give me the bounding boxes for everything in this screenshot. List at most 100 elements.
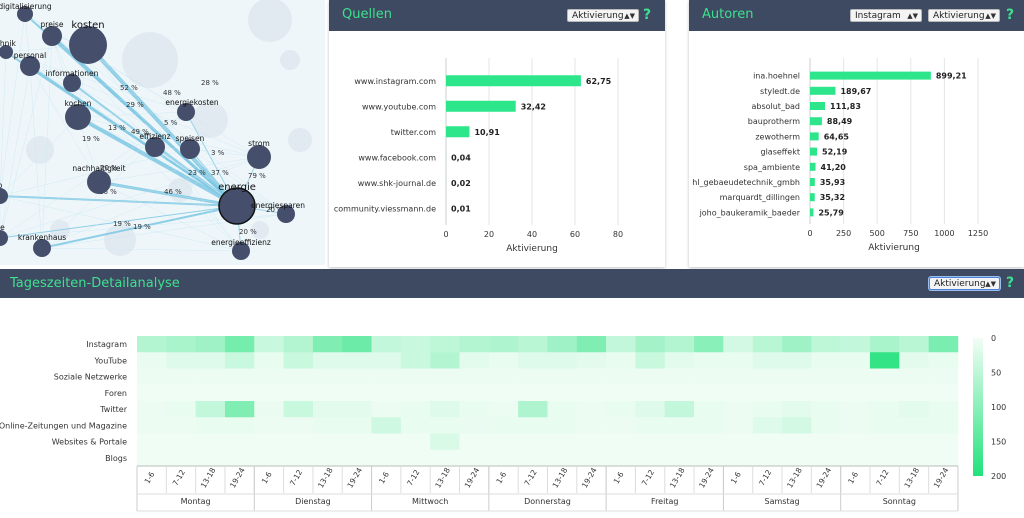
heatmap-cell[interactable] xyxy=(723,449,754,467)
heatmap-cell[interactable] xyxy=(811,433,841,451)
network-node-speisen[interactable]: speisen xyxy=(176,134,205,159)
heatmap-cell[interactable] xyxy=(400,368,431,386)
bar[interactable] xyxy=(810,71,931,80)
heatmap-cell[interactable] xyxy=(576,336,607,353)
heatmap-cell[interactable] xyxy=(752,417,783,434)
heatmap-cell[interactable] xyxy=(547,384,578,402)
heatmap-cell[interactable] xyxy=(694,401,724,418)
heatmap-cell[interactable] xyxy=(166,417,196,434)
help-icon[interactable]: ? xyxy=(1006,275,1015,291)
heatmap-cell[interactable] xyxy=(400,417,431,434)
heatmap-cell[interactable] xyxy=(840,336,871,353)
heatmap-cell[interactable] xyxy=(224,336,255,353)
heatmap-cell[interactable] xyxy=(928,449,959,467)
heatmap-cell[interactable] xyxy=(870,433,900,451)
heatmap-cell[interactable] xyxy=(312,384,343,402)
heatmap-cell[interactable] xyxy=(811,401,841,418)
heatmap-cell[interactable] xyxy=(371,352,402,369)
heatmap-cell[interactable] xyxy=(137,401,167,418)
heatmap-cell[interactable] xyxy=(371,336,402,353)
heatmap-cell[interactable] xyxy=(547,336,578,353)
network-node-energie[interactable]: energie xyxy=(218,182,256,225)
heatmap-cell[interactable] xyxy=(137,433,167,451)
bar[interactable] xyxy=(810,178,815,186)
bar[interactable] xyxy=(810,132,819,141)
heatmap-cell[interactable] xyxy=(195,352,226,369)
heatmap-cell[interactable] xyxy=(312,401,343,418)
heatmap-cell[interactable] xyxy=(635,401,666,418)
heatmap-cell[interactable] xyxy=(811,336,841,353)
heatmap-cell[interactable] xyxy=(870,401,900,418)
heatmap-cell[interactable] xyxy=(723,433,754,451)
heatmap-cell[interactable] xyxy=(694,336,724,353)
heatmap-cell[interactable] xyxy=(576,417,607,434)
autoren-source-select[interactable]: Instagram ▲▼ xyxy=(850,9,922,22)
heatmap-cell[interactable] xyxy=(312,449,343,467)
heatmap-cell[interactable] xyxy=(342,352,372,369)
heatmap-cell[interactable] xyxy=(782,449,812,467)
heatmap-cell[interactable] xyxy=(488,401,519,418)
heatmap-cell[interactable] xyxy=(899,384,929,402)
heatmap-cell[interactable] xyxy=(606,352,636,369)
heatmap-cell[interactable] xyxy=(811,352,841,369)
heatmap-cell[interactable] xyxy=(840,401,871,418)
bar[interactable] xyxy=(446,126,470,138)
heatmap-cell[interactable] xyxy=(664,336,695,353)
heatmap-cell[interactable] xyxy=(488,433,519,451)
heatmap-cell[interactable] xyxy=(518,401,548,418)
network-node-effizienz[interactable]: effizienz xyxy=(139,132,171,157)
heatmap-cell[interactable] xyxy=(195,384,226,402)
network-node-energieeffizienz[interactable]: energieeffizienz xyxy=(211,238,271,260)
bar[interactable] xyxy=(810,117,822,126)
heatmap-cell[interactable] xyxy=(840,368,871,386)
help-icon[interactable]: ? xyxy=(1006,7,1015,23)
heatmap-cell[interactable] xyxy=(694,352,724,369)
heatmap-cell[interactable] xyxy=(576,384,607,402)
network-node-energiesparen[interactable]: energiesparen xyxy=(251,201,305,223)
heatmap-cell[interactable] xyxy=(166,336,196,353)
heatmap-cell[interactable] xyxy=(224,352,255,369)
heatmap-cell[interactable] xyxy=(547,417,578,434)
heatmap-cell[interactable] xyxy=(723,368,754,386)
heatmap-cell[interactable] xyxy=(430,401,460,418)
heatmap-cell[interactable] xyxy=(371,384,402,402)
network-node-informationen[interactable]: informationen xyxy=(46,69,99,92)
heatmap-cell[interactable] xyxy=(166,368,196,386)
heatmap-cell[interactable] xyxy=(694,433,724,451)
heatmap-cell[interactable] xyxy=(694,417,724,434)
heatmap-cell[interactable] xyxy=(811,368,841,386)
heatmap-cell[interactable] xyxy=(664,384,695,402)
heatmap-cell[interactable] xyxy=(752,449,783,467)
heatmap-cell[interactable] xyxy=(694,449,724,467)
heatmap-cell[interactable] xyxy=(870,384,900,402)
heatmap-cell[interactable] xyxy=(576,433,607,451)
heatmap-cell[interactable] xyxy=(137,384,167,402)
heatmap-cell[interactable] xyxy=(635,449,666,467)
heatmap-cell[interactable] xyxy=(606,401,636,418)
heatmap-cell[interactable] xyxy=(312,417,343,434)
heatmap-cell[interactable] xyxy=(224,384,255,402)
heatmap-cell[interactable] xyxy=(899,352,929,369)
heatmap-cell[interactable] xyxy=(547,401,578,418)
heatmap-cell[interactable] xyxy=(752,433,783,451)
bar[interactable] xyxy=(446,75,581,87)
heatmap-cell[interactable] xyxy=(430,449,460,467)
heatmap-cell[interactable] xyxy=(928,433,959,451)
heatmap-cell[interactable] xyxy=(488,417,519,434)
network-node-technik[interactable]: technik xyxy=(0,39,16,59)
heatmap-cell[interactable] xyxy=(840,433,871,451)
heatmap-cell[interactable] xyxy=(782,401,812,418)
heatmap-cell[interactable] xyxy=(459,336,490,353)
help-icon[interactable]: ? xyxy=(643,7,652,23)
heatmap-cell[interactable] xyxy=(928,336,959,353)
heatmap-cell[interactable] xyxy=(576,449,607,467)
heatmap-cell[interactable] xyxy=(606,449,636,467)
heatmap-cell[interactable] xyxy=(430,368,460,386)
heatmap-cell[interactable] xyxy=(224,368,255,386)
heatmap-cell[interactable] xyxy=(195,433,226,451)
heatmap-cell[interactable] xyxy=(195,368,226,386)
network-node-kochen[interactable]: kochen xyxy=(65,99,92,130)
heatmap-cell[interactable] xyxy=(811,417,841,434)
heatmap-cell[interactable] xyxy=(899,368,929,386)
heatmap-cell[interactable] xyxy=(664,352,695,369)
